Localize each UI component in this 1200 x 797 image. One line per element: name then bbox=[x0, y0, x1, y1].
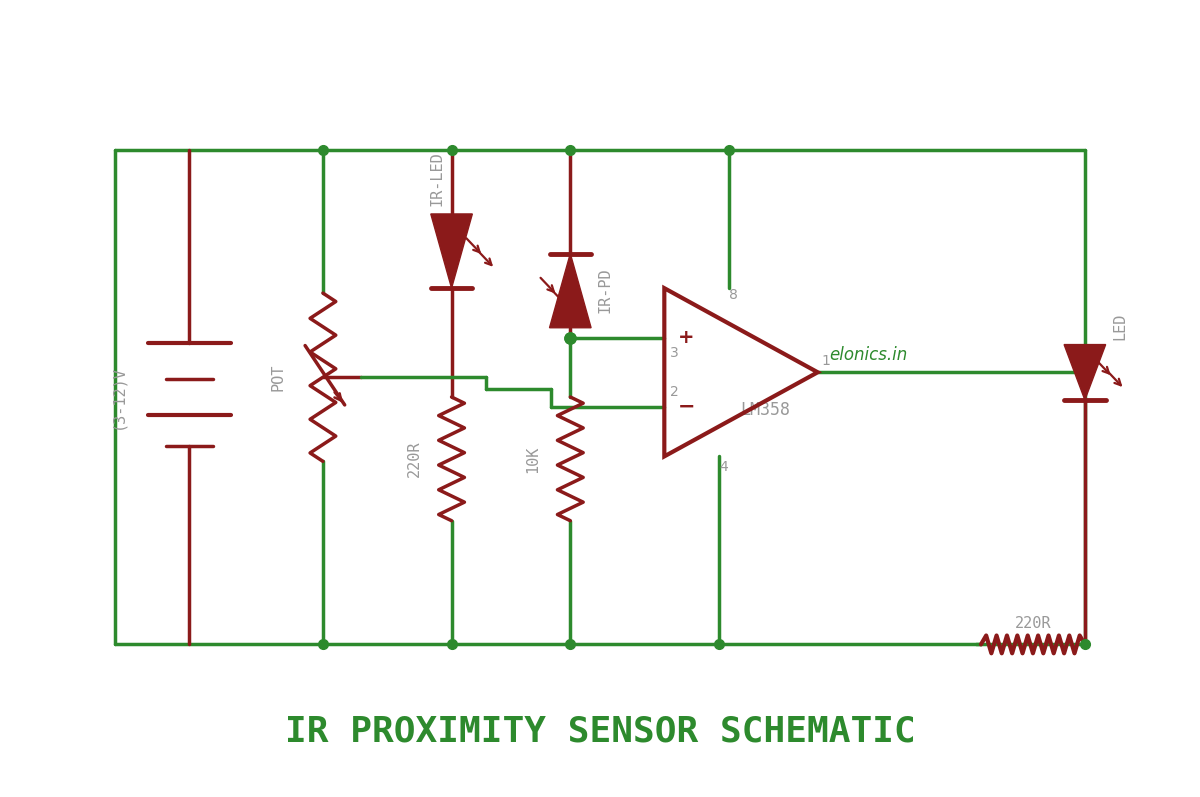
Text: 4: 4 bbox=[719, 461, 728, 474]
Text: 220R: 220R bbox=[1015, 615, 1051, 630]
Text: IR-LED: IR-LED bbox=[430, 151, 445, 206]
Polygon shape bbox=[550, 253, 592, 328]
Text: 3: 3 bbox=[671, 346, 679, 359]
Text: IR-PD: IR-PD bbox=[598, 268, 612, 313]
Text: LED: LED bbox=[1112, 312, 1128, 340]
Text: 8: 8 bbox=[730, 289, 738, 302]
Text: +: + bbox=[678, 328, 695, 347]
Text: 1: 1 bbox=[822, 355, 830, 368]
Polygon shape bbox=[1064, 344, 1105, 400]
Text: 220R: 220R bbox=[407, 441, 422, 477]
Text: LM358: LM358 bbox=[740, 401, 791, 419]
Text: 10K: 10K bbox=[526, 446, 541, 473]
Text: POT: POT bbox=[270, 363, 286, 391]
Text: 2: 2 bbox=[671, 385, 679, 399]
Polygon shape bbox=[431, 214, 473, 289]
Text: IR PROXIMITY SENSOR SCHEMATIC: IR PROXIMITY SENSOR SCHEMATIC bbox=[284, 714, 916, 748]
Text: elonics.in: elonics.in bbox=[829, 347, 908, 364]
Text: (3-12)V: (3-12)V bbox=[110, 365, 126, 429]
Text: −: − bbox=[678, 397, 696, 417]
